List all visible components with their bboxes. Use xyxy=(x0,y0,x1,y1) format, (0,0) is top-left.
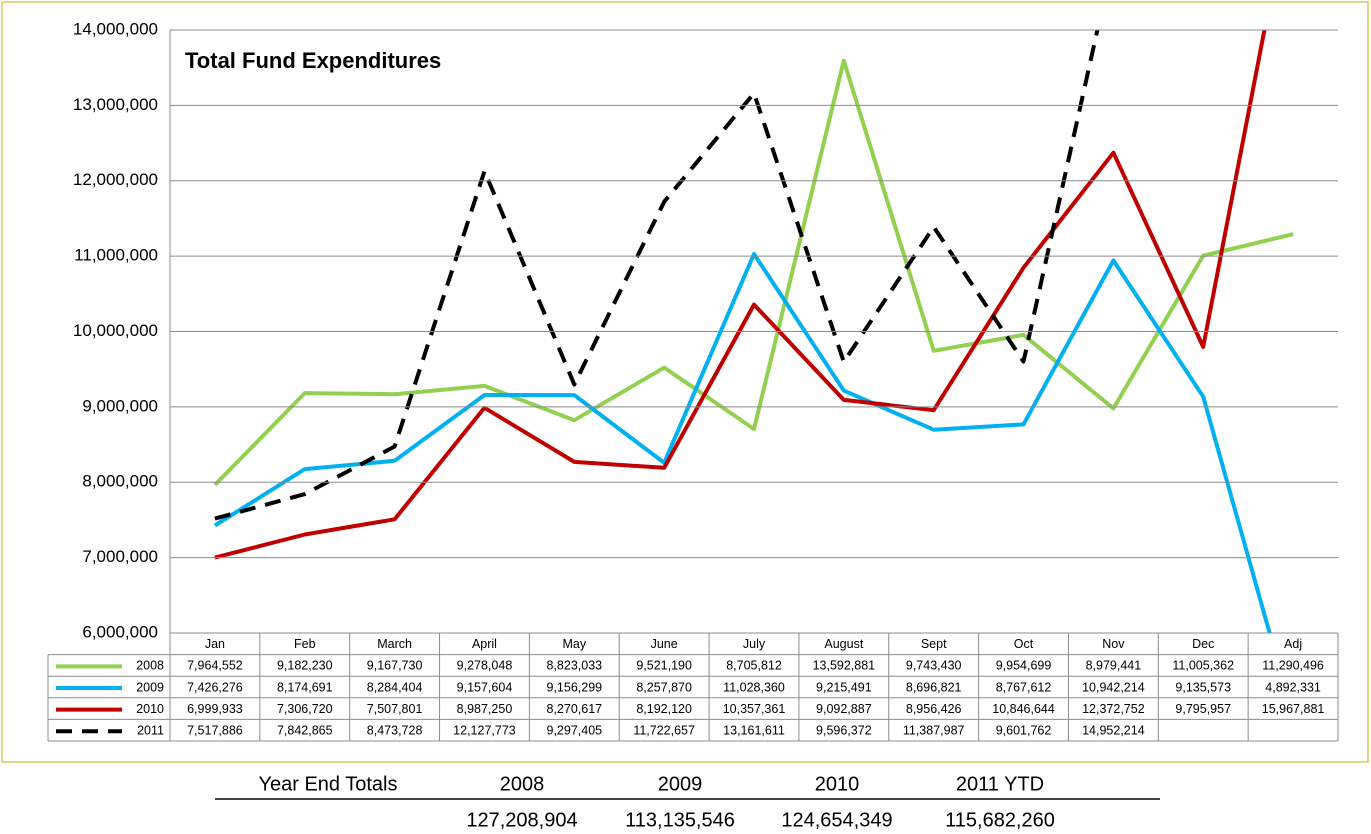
data-label: 8,174,691 xyxy=(277,680,333,694)
data-label: 8,473,728 xyxy=(367,723,423,737)
data-label: 9,795,957 xyxy=(1175,702,1231,716)
data-label: 15,967,881 xyxy=(1262,702,1325,716)
data-label: 7,507,801 xyxy=(367,702,423,716)
data-label: 9,521,190 xyxy=(636,659,692,673)
data-label: 4,892,331 xyxy=(1265,680,1321,694)
x-tick-label: Oct xyxy=(1014,637,1034,651)
data-label: 12,127,773 xyxy=(453,723,516,737)
data-label: 11,290,496 xyxy=(1262,659,1324,673)
data-label: 9,743,430 xyxy=(906,659,962,673)
data-label: 9,157,604 xyxy=(457,680,513,694)
data-label: 11,005,362 xyxy=(1172,659,1234,673)
data-label: 8,270,617 xyxy=(547,702,603,716)
totals-header: 2011 YTD xyxy=(956,773,1044,795)
data-label: 11,028,360 xyxy=(723,680,785,694)
totals-header: 2009 xyxy=(658,773,703,795)
y-tick-label: 10,000,000 xyxy=(73,321,158,340)
x-tick-label: June xyxy=(651,637,678,651)
y-tick-label: 9,000,000 xyxy=(82,396,158,415)
x-tick-label: Adj xyxy=(1284,637,1302,651)
data-label: 14,952,214 xyxy=(1082,723,1145,737)
totals-header: 2008 xyxy=(500,773,545,795)
data-label: 9,596,372 xyxy=(816,723,872,737)
data-label: 8,767,612 xyxy=(996,680,1052,694)
data-label: 9,215,491 xyxy=(816,680,872,694)
y-tick-label: 6,000,000 xyxy=(82,622,158,641)
y-tick-label: 12,000,000 xyxy=(73,170,158,189)
data-label: 13,161,611 xyxy=(723,723,785,737)
data-label: 8,192,120 xyxy=(636,702,692,716)
legend-label: 2008 xyxy=(136,659,164,673)
totals-value: 113,135,546 xyxy=(625,809,735,831)
data-label: 7,517,886 xyxy=(187,723,243,737)
data-label: 12,372,752 xyxy=(1082,702,1145,716)
data-label: 8,987,250 xyxy=(457,702,513,716)
x-tick-label: Dec xyxy=(1192,637,1214,651)
data-label: 7,426,276 xyxy=(187,680,243,694)
y-tick-label: 8,000,000 xyxy=(82,472,158,491)
data-label: 8,257,870 xyxy=(636,680,692,694)
chart-title: Total Fund Expenditures xyxy=(185,48,441,73)
data-label: 7,842,865 xyxy=(277,723,333,737)
data-label: 7,306,720 xyxy=(277,702,333,716)
data-label: 10,942,214 xyxy=(1082,680,1145,694)
data-label: 9,167,730 xyxy=(367,659,423,673)
y-tick-label: 7,000,000 xyxy=(82,547,158,566)
data-label: 6,999,933 xyxy=(187,702,243,716)
x-tick-label: Feb xyxy=(294,637,316,651)
series-line xyxy=(213,58,1294,487)
data-label: 9,135,573 xyxy=(1175,680,1231,694)
x-tick-label: May xyxy=(562,637,586,651)
totals-value: 127,208,904 xyxy=(466,809,577,831)
data-label: 11,722,657 xyxy=(633,723,695,737)
series-line xyxy=(214,30,1267,560)
y-tick-label: 11,000,000 xyxy=(74,246,158,265)
x-tick-label: April xyxy=(472,637,497,651)
data-label: 9,601,762 xyxy=(996,723,1052,737)
series-line xyxy=(213,252,1272,633)
data-label: 13,592,881 xyxy=(813,659,876,673)
data-label: 11,387,987 xyxy=(903,723,965,737)
x-tick-label: August xyxy=(824,637,863,651)
data-label: 9,156,299 xyxy=(547,680,603,694)
data-label: 9,297,405 xyxy=(547,723,603,737)
data-label: 9,092,887 xyxy=(816,702,872,716)
data-label: 10,357,361 xyxy=(723,702,786,716)
data-label: 8,696,821 xyxy=(906,680,962,694)
totals-value: 124,654,349 xyxy=(781,809,892,831)
legend-label: 2009 xyxy=(136,680,164,694)
totals-title: Year End Totals xyxy=(259,773,398,795)
x-tick-label: Jan xyxy=(205,637,225,651)
y-tick-label: 13,000,000 xyxy=(73,95,158,114)
data-label: 8,823,033 xyxy=(547,659,603,673)
data-label: 9,278,048 xyxy=(457,659,513,673)
data-label: 8,284,404 xyxy=(367,680,423,694)
series-line xyxy=(214,30,1100,521)
x-tick-label: March xyxy=(377,637,412,651)
y-tick-label: 14,000,000 xyxy=(73,19,158,38)
totals-value: 115,682,260 xyxy=(945,809,1055,831)
data-label: 7,964,552 xyxy=(187,659,243,673)
data-label: 8,956,426 xyxy=(906,702,962,716)
x-tick-label: Sept xyxy=(921,637,947,651)
totals-header: 2010 xyxy=(815,773,860,795)
data-label: 8,979,441 xyxy=(1086,659,1142,673)
data-label: 8,705,812 xyxy=(726,659,782,673)
legend-label: 2010 xyxy=(136,702,164,716)
data-label: 10,846,644 xyxy=(992,702,1055,716)
legend-label: 2011 xyxy=(137,723,164,737)
data-label: 9,182,230 xyxy=(277,659,333,673)
x-tick-label: Nov xyxy=(1102,637,1125,651)
data-label: 9,954,699 xyxy=(996,659,1052,673)
x-tick-label: July xyxy=(743,637,766,651)
